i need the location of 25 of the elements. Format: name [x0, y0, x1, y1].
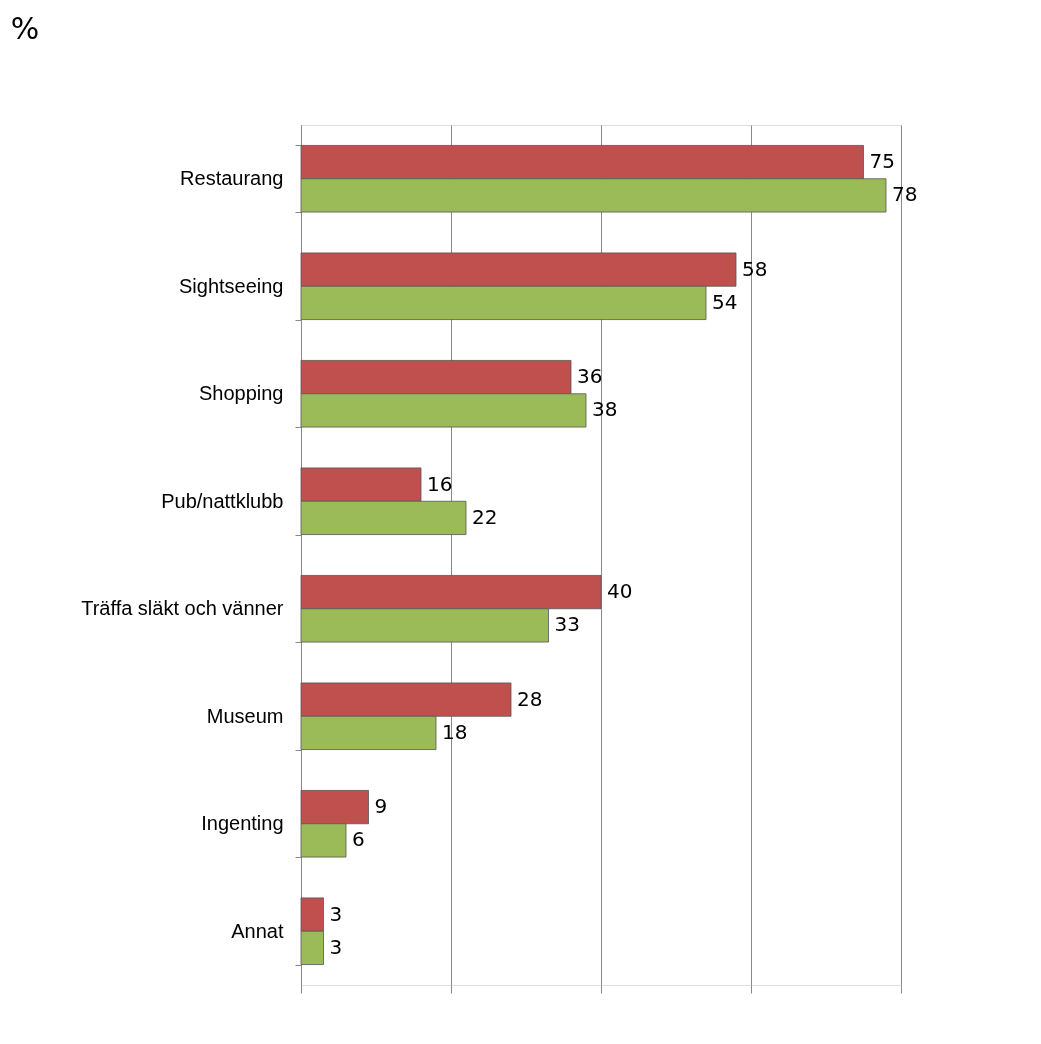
y-tick-label: Museum [206, 704, 284, 727]
data-label: 22 [472, 504, 498, 529]
data-label: 58 [742, 256, 768, 281]
y-tick-label: Ingenting [201, 812, 284, 835]
y-tick-label: Träffa släkt och vänner [81, 597, 284, 620]
data-label: 3 [329, 901, 343, 926]
data-label: 6 [352, 827, 365, 852]
data-label: 9 [374, 794, 388, 819]
data-label: 16 [427, 471, 453, 496]
y-tick-label: Annat [231, 919, 284, 942]
data-label: 38 [592, 397, 618, 422]
data-label: 18 [442, 719, 468, 744]
y-tick-label: Sightseeing [178, 274, 284, 297]
data-label: 3 [329, 934, 343, 959]
y-tick-label: Shopping [198, 382, 284, 405]
text: % [10, 11, 40, 46]
data-label: 78 [892, 182, 918, 207]
y-tick-label: Pub/nattklubb [161, 489, 284, 512]
data-label: 28 [517, 686, 543, 711]
data-label: 36 [577, 364, 603, 389]
data-label: 75 [869, 149, 895, 174]
data-label: 40 [607, 579, 633, 604]
data-label: 54 [712, 289, 738, 314]
y-tick-label: Restaurang [180, 167, 284, 190]
data-label: 33 [554, 612, 580, 637]
